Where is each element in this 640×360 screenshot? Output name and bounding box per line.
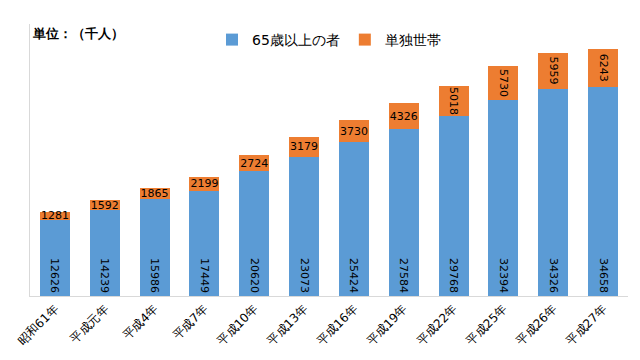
svg-text:平成16年: 平成16年	[314, 302, 360, 348]
svg-text:5959: 5959	[547, 57, 560, 85]
svg-text:29768: 29768	[447, 258, 460, 293]
svg-text:昭和61年: 昭和61年	[15, 302, 61, 348]
svg-text:平成10年: 平成10年	[214, 302, 260, 348]
svg-text:23073: 23073	[298, 258, 311, 293]
svg-text:17449: 17449	[198, 258, 211, 293]
svg-text:平成7年: 平成7年	[170, 302, 211, 343]
svg-text:27584: 27584	[397, 258, 410, 293]
svg-text:5018: 5018	[447, 87, 460, 115]
svg-text:1281: 1281	[41, 209, 69, 222]
svg-text:単位：（千人）: 単位：（千人）	[32, 26, 124, 41]
svg-text:34326: 34326	[547, 258, 560, 293]
svg-text:2724: 2724	[240, 157, 268, 170]
svg-text:15986: 15986	[148, 258, 161, 293]
svg-text:4326: 4326	[390, 110, 418, 123]
svg-text:6243: 6243	[597, 54, 610, 82]
svg-text:20620: 20620	[248, 258, 261, 293]
svg-text:平成25年: 平成25年	[464, 302, 510, 348]
svg-text:32394: 32394	[497, 258, 510, 293]
svg-text:25424: 25424	[347, 258, 360, 293]
svg-text:12626: 12626	[48, 258, 61, 293]
svg-text:65歳以上の者: 65歳以上の者	[252, 32, 340, 48]
svg-text:平成元年: 平成元年	[67, 302, 111, 346]
svg-text:平成26年: 平成26年	[513, 302, 559, 348]
svg-text:3730: 3730	[340, 125, 368, 138]
svg-text:5730: 5730	[497, 69, 510, 97]
svg-text:平成4年: 平成4年	[120, 302, 161, 343]
svg-text:2199: 2199	[190, 177, 218, 190]
svg-text:14239: 14239	[98, 258, 111, 293]
svg-text:平成13年: 平成13年	[264, 302, 310, 348]
svg-text:1592: 1592	[91, 199, 119, 212]
svg-text:平成27年: 平成27年	[563, 302, 609, 348]
svg-text:3179: 3179	[290, 140, 318, 153]
svg-text:単独世帯: 単独世帯	[385, 32, 441, 48]
svg-text:平成19年: 平成19年	[364, 302, 410, 348]
svg-text:1865: 1865	[141, 187, 169, 200]
svg-text:34658: 34658	[597, 258, 610, 293]
svg-text:平成22年: 平成22年	[414, 302, 460, 348]
